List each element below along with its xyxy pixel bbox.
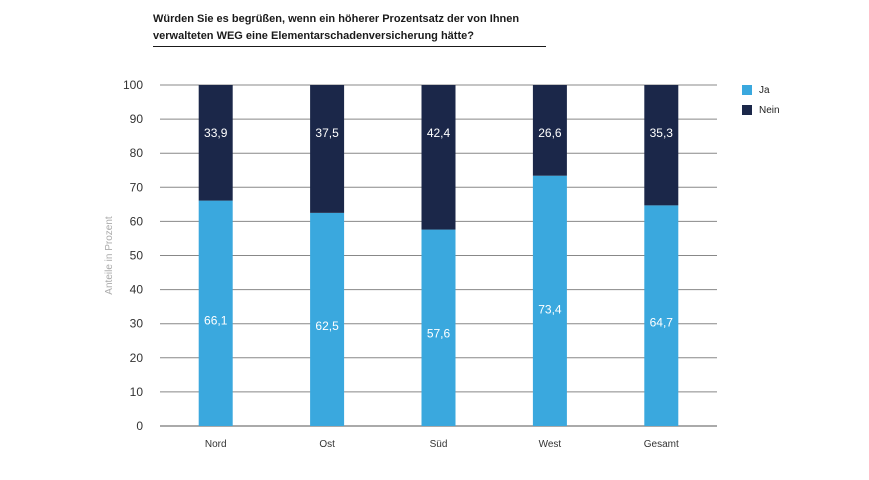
bar-ja-west bbox=[532, 175, 567, 426]
legend-swatch-ja bbox=[742, 85, 752, 95]
x-tick-label-nord: Nord bbox=[205, 439, 227, 450]
data-label-nein-ost: 37,5 bbox=[315, 126, 339, 140]
y-axis-label: Anteile in Prozent bbox=[104, 216, 115, 295]
data-label-ja-nord: 66,1 bbox=[204, 314, 228, 328]
data-label-nein-süd: 42,4 bbox=[427, 126, 451, 140]
y-tick-label-10: 10 bbox=[130, 385, 144, 399]
bar-nein-ost bbox=[310, 85, 345, 213]
data-label-ja-gesamt: 64,7 bbox=[650, 316, 674, 330]
x-tick-label-ost: Ost bbox=[319, 439, 335, 450]
data-label-ja-süd: 57,6 bbox=[427, 327, 451, 341]
bar-nein-süd bbox=[421, 85, 456, 230]
y-tick-label-60: 60 bbox=[130, 214, 144, 228]
title-underline bbox=[153, 46, 546, 47]
legend: Ja Nein bbox=[742, 80, 780, 120]
chart-title: Würden Sie es begrüßen, wenn ein höherer… bbox=[153, 11, 553, 45]
bar-nein-west bbox=[532, 85, 567, 176]
data-label-nein-nord: 33,9 bbox=[204, 126, 228, 140]
y-tick-label-90: 90 bbox=[130, 112, 144, 126]
data-label-nein-gesamt: 35,3 bbox=[650, 126, 674, 140]
y-tick-label-20: 20 bbox=[130, 351, 144, 365]
data-label-ja-ost: 62,5 bbox=[315, 319, 339, 333]
chart-title-line-1: Würden Sie es begrüßen, wenn ein höherer… bbox=[153, 13, 520, 25]
bar-ja-nord bbox=[198, 200, 233, 426]
bar-ja-süd bbox=[421, 229, 456, 426]
y-tick-label-50: 50 bbox=[130, 249, 144, 263]
legend-item-ja: Ja bbox=[742, 80, 780, 100]
y-tick-label-40: 40 bbox=[130, 283, 144, 297]
bar-nein-nord bbox=[198, 85, 233, 201]
bar-nein-gesamt bbox=[644, 85, 679, 206]
y-tick-label-0: 0 bbox=[136, 419, 143, 433]
x-tick-label-gesamt: Gesamt bbox=[644, 439, 679, 450]
legend-label-ja: Ja bbox=[759, 84, 770, 96]
x-tick-label-süd: Süd bbox=[430, 439, 448, 450]
y-tick-label-80: 80 bbox=[130, 146, 144, 160]
y-tick-label-100: 100 bbox=[123, 78, 143, 92]
legend-item-nein: Nein bbox=[742, 100, 780, 120]
legend-label-nein: Nein bbox=[759, 104, 780, 116]
legend-swatch-nein bbox=[742, 105, 752, 115]
y-tick-label-70: 70 bbox=[130, 180, 144, 194]
data-label-nein-west: 26,6 bbox=[538, 126, 562, 140]
data-label-ja-west: 73,4 bbox=[538, 302, 562, 316]
y-tick-label-30: 30 bbox=[130, 317, 144, 331]
bar-ja-ost bbox=[310, 212, 345, 426]
bar-ja-gesamt bbox=[644, 205, 679, 426]
x-tick-label-west: West bbox=[539, 439, 562, 450]
chart-title-line-2: verwalteten WEG eine Elementarschadenver… bbox=[153, 30, 474, 42]
